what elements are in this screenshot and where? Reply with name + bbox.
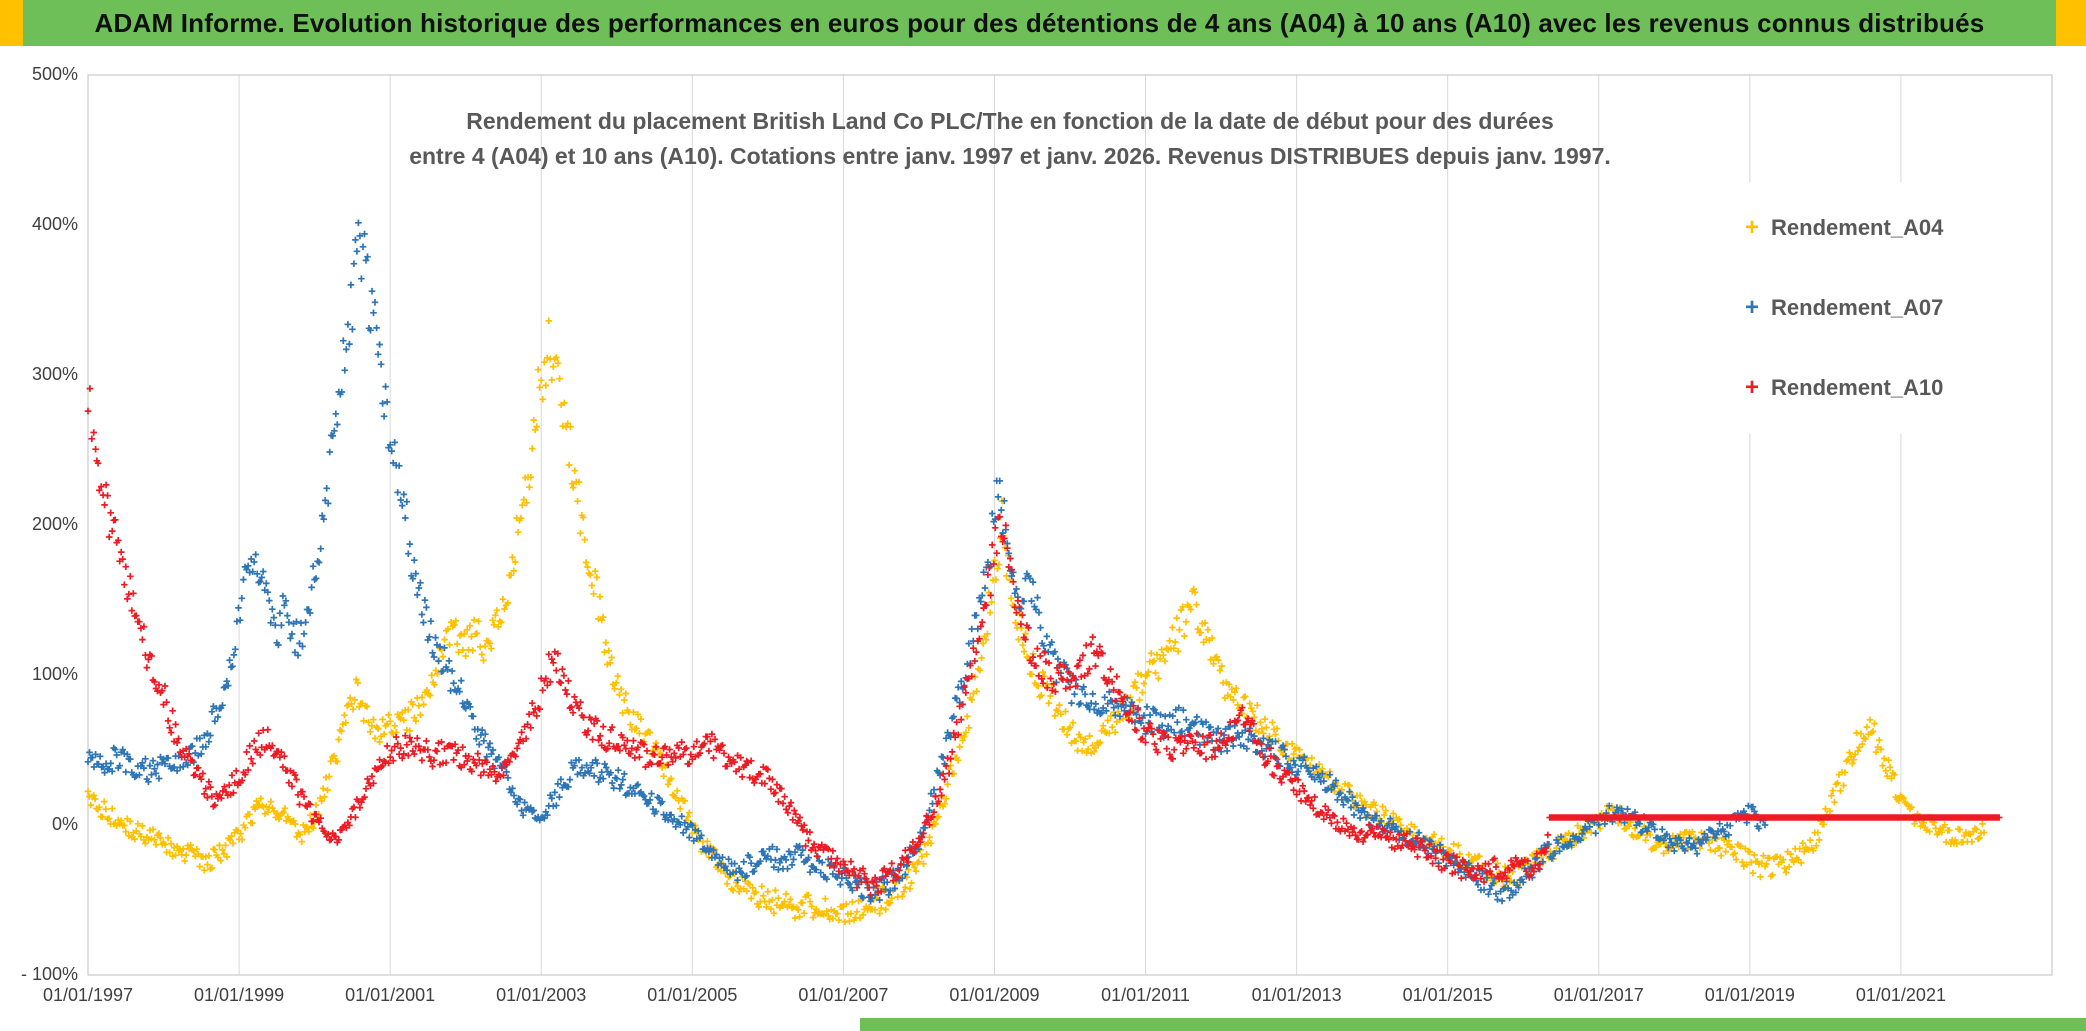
y-tick-label: - 100% (20, 964, 78, 984)
series-rendement_a04-points (84, 317, 1988, 926)
x-tick-label: 01/01/2011 (1101, 985, 1190, 1005)
y-tick-label: 500% (31, 64, 78, 84)
chart-legend: + Rendement_A04 + Rendement_A07 + Rendement_A… (1735, 182, 1995, 434)
x-tick-label: 01/01/1999 (194, 985, 285, 1005)
x-tick-label: 01/01/2015 (1402, 985, 1493, 1005)
x-tick-label: 01/01/2003 (496, 985, 587, 1005)
legend-plus-marker-icon: + (1745, 374, 1760, 401)
series-rendement_a10-points (84, 385, 2003, 899)
y-tick-label: 200% (31, 514, 78, 534)
y-tick-label: 100% (31, 664, 78, 684)
chart-area: Rendement du placement British Land Co P… (0, 46, 2086, 1031)
x-tick-label: 01/01/2021 (1855, 985, 1946, 1005)
x-tick-label: 01/01/2005 (647, 985, 738, 1005)
title-banner: ADAM Informe. Evolution historique des p… (23, 0, 2056, 46)
legend-plus-marker-icon: + (1745, 294, 1760, 321)
legend-label: Rendement_A07 (1771, 295, 1944, 320)
x-tick-label: 01/01/2001 (345, 985, 436, 1005)
legend-plus-marker-icon: + (1745, 214, 1760, 241)
chart-title: Rendement du placement British Land Co P… (310, 104, 1710, 173)
banner-title: ADAM Informe. Evolution historique des p… (94, 7, 1985, 38)
x-tick-label: 01/01/2009 (949, 985, 1040, 1005)
yellow-corner-left (0, 0, 23, 57)
plot-border (87, 74, 2053, 976)
chart-title-line1: Rendement du placement British Land Co P… (466, 108, 1554, 134)
legend-label: Rendement_A10 (1771, 375, 1944, 400)
series-rendement_a07-points (84, 219, 1769, 905)
x-tick-label: 01/01/2019 (1704, 985, 1795, 1005)
legend-item-rendement_a04: + Rendement_A04 (1745, 188, 1995, 268)
y-tick-label: 300% (31, 364, 78, 384)
y-tick-label: 400% (31, 214, 78, 234)
x-tick-label: 01/01/2017 (1553, 985, 1644, 1005)
x-tick-label: 01/01/2013 (1251, 985, 1342, 1005)
x-tick-label: 01/01/2007 (798, 985, 889, 1005)
legend-label: Rendement_A04 (1771, 215, 1944, 240)
legend-item-rendement_a07: + Rendement_A07 (1745, 268, 1995, 348)
y-tick-label: 0% (51, 814, 78, 834)
scatter-plot (84, 74, 2053, 976)
chart-title-line2: entre 4 (A04) et 10 ans (A10). Cotations… (409, 142, 1611, 169)
x-tick-label: 01/01/1997 (42, 985, 134, 1005)
legend-item-rendement_a10: + Rendement_A10 (1745, 348, 1995, 428)
bottom-green-bar (860, 1018, 2086, 1031)
